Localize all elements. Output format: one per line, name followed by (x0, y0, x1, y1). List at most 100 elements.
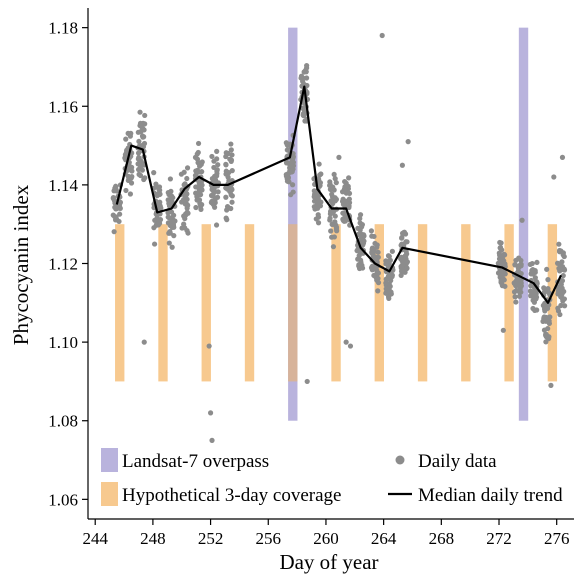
daily-data-point (128, 180, 135, 186)
daily-data-point (357, 227, 363, 233)
y-tick-label: 1.18 (48, 19, 78, 38)
daily-data-point (142, 112, 148, 119)
daily-data-point (532, 307, 538, 313)
daily-data-point (556, 241, 562, 247)
daily-data-point (511, 289, 518, 295)
daily-data-point (214, 156, 220, 162)
daily-data-point (123, 136, 129, 142)
daily-data-point (207, 410, 214, 416)
daily-data-point (215, 162, 221, 168)
daily-data-point (336, 154, 342, 160)
daily-data-point (512, 294, 518, 300)
coverage-bar (244, 224, 255, 382)
daily-data-point (129, 168, 135, 174)
daily-data-point (168, 194, 174, 200)
legend-daily-marker (395, 455, 405, 465)
daily-data-point (398, 272, 404, 278)
daily-data-point (123, 187, 129, 194)
daily-data-point (500, 275, 506, 282)
daily-data-point (516, 293, 523, 299)
daily-data-point (316, 161, 322, 167)
daily-data-point (193, 204, 199, 211)
daily-data-point (117, 205, 123, 211)
daily-data-point (199, 182, 205, 188)
daily-data-point (215, 189, 221, 195)
daily-data-point (388, 291, 394, 297)
daily-data-point (140, 134, 146, 140)
daily-data-point (341, 210, 347, 216)
coverage-bar (331, 224, 341, 382)
daily-data-point (399, 162, 405, 168)
daily-data-point (328, 208, 334, 214)
daily-data-point (229, 152, 235, 158)
ticks: 244 248 252 256 260 264 268 272 276 1.06 1.08 1.10 1… (48, 19, 569, 548)
daily-data-point (548, 382, 554, 388)
daily-data-point (228, 157, 235, 163)
daily-data-point (518, 257, 524, 264)
daily-data-point (497, 269, 503, 275)
daily-data-point (360, 232, 367, 238)
y-tick-label: 1.06 (48, 490, 78, 509)
daily-data-point (170, 223, 177, 229)
daily-data-point (502, 283, 508, 289)
daily-data-point (558, 281, 564, 287)
daily-data-point (399, 262, 406, 268)
daily-data-point (166, 240, 172, 246)
daily-data-point (228, 141, 234, 147)
daily-data-point (117, 211, 123, 217)
daily-data-point (341, 186, 348, 192)
daily-data-point (127, 133, 133, 139)
y-tick-label: 1.14 (48, 176, 78, 195)
legend-landsat-label: Landsat-7 overpass (122, 451, 269, 472)
daily-data-point (545, 286, 551, 292)
daily-data-point (374, 277, 380, 283)
daily-data-point (151, 170, 157, 176)
daily-data-point (168, 188, 174, 194)
daily-data-point (122, 155, 128, 161)
daily-data-point (561, 303, 568, 309)
daily-data-point (497, 244, 504, 251)
x-tick-label: 252 (198, 529, 224, 548)
daily-data-point (327, 215, 333, 221)
daily-data-point (167, 176, 173, 182)
daily-data-point (298, 73, 305, 79)
daily-data-point (113, 185, 119, 192)
x-tick-label: 264 (371, 529, 397, 548)
daily-data-point (375, 249, 381, 255)
legend: Landsat-7 overpass Hypothetical 3-day co… (101, 448, 563, 506)
daily-data-point (169, 244, 175, 250)
daily-data-point (332, 213, 338, 219)
daily-data-point (385, 287, 391, 293)
coverage-bar (288, 224, 298, 382)
daily-data-point (154, 221, 160, 227)
x-tick-label: 256 (256, 529, 282, 548)
daily-data-point (332, 195, 338, 201)
daily-data-point (375, 270, 381, 276)
x-tick-label: 248 (140, 529, 166, 548)
daily-data-point (209, 437, 215, 443)
daily-data-point (288, 192, 294, 198)
daily-data-point (534, 279, 540, 285)
daily-data-point (210, 198, 216, 204)
daily-data-point (389, 248, 395, 254)
daily-data-point (386, 261, 392, 267)
daily-data-point (137, 172, 144, 179)
daily-data-point (210, 192, 216, 199)
daily-data-point (331, 171, 337, 178)
daily-data-point (290, 154, 297, 160)
daily-data-point (211, 164, 217, 171)
daily-data-point (343, 339, 349, 345)
daily-data-point (111, 229, 117, 235)
y-tick-label: 1.08 (48, 412, 78, 431)
daily-data-point (405, 139, 411, 145)
daily-data-point (284, 178, 291, 184)
daily-data-point (327, 182, 333, 188)
daily-data-point (541, 315, 547, 321)
daily-data-point (334, 228, 340, 234)
bars-layer (115, 27, 558, 421)
daily-data-point (556, 261, 563, 268)
daily-data-point (385, 273, 392, 279)
daily-data-point (223, 162, 229, 168)
coverage-bar (417, 224, 428, 382)
daily-data-point (541, 285, 547, 291)
